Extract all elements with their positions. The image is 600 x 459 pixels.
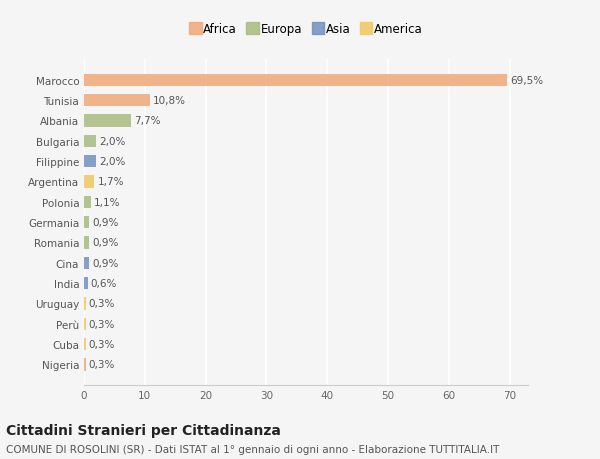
Text: 1,7%: 1,7% — [97, 177, 124, 187]
Bar — [84, 358, 86, 371]
Bar — [84, 217, 89, 229]
Bar — [84, 156, 96, 168]
Bar — [84, 176, 94, 188]
Text: 69,5%: 69,5% — [510, 76, 543, 85]
Text: 0,9%: 0,9% — [92, 218, 119, 228]
Text: 2,0%: 2,0% — [99, 157, 125, 167]
Text: 0,9%: 0,9% — [92, 258, 119, 268]
Text: COMUNE DI ROSOLINI (SR) - Dati ISTAT al 1° gennaio di ogni anno - Elaborazione T: COMUNE DI ROSOLINI (SR) - Dati ISTAT al … — [6, 444, 499, 454]
Bar — [84, 257, 89, 269]
Text: 0,3%: 0,3% — [89, 299, 115, 309]
Bar — [84, 277, 88, 290]
Bar — [84, 237, 89, 249]
Text: Cittadini Stranieri per Cittadinanza: Cittadini Stranieri per Cittadinanza — [6, 423, 281, 437]
Bar — [84, 135, 96, 147]
Bar — [84, 74, 507, 87]
Bar — [84, 318, 86, 330]
Text: 10,8%: 10,8% — [153, 96, 186, 106]
Bar — [84, 196, 91, 208]
Text: 0,3%: 0,3% — [89, 319, 115, 329]
Bar — [84, 298, 86, 310]
Bar — [84, 338, 86, 351]
Legend: Africa, Europa, Asia, America: Africa, Europa, Asia, America — [189, 23, 423, 36]
Bar — [84, 95, 149, 107]
Text: 2,0%: 2,0% — [99, 136, 125, 146]
Text: 0,3%: 0,3% — [89, 360, 115, 369]
Text: 7,7%: 7,7% — [134, 116, 160, 126]
Text: 0,6%: 0,6% — [91, 279, 117, 288]
Text: 1,1%: 1,1% — [94, 197, 120, 207]
Text: 0,3%: 0,3% — [89, 339, 115, 349]
Bar — [84, 115, 131, 127]
Text: 0,9%: 0,9% — [92, 238, 119, 248]
